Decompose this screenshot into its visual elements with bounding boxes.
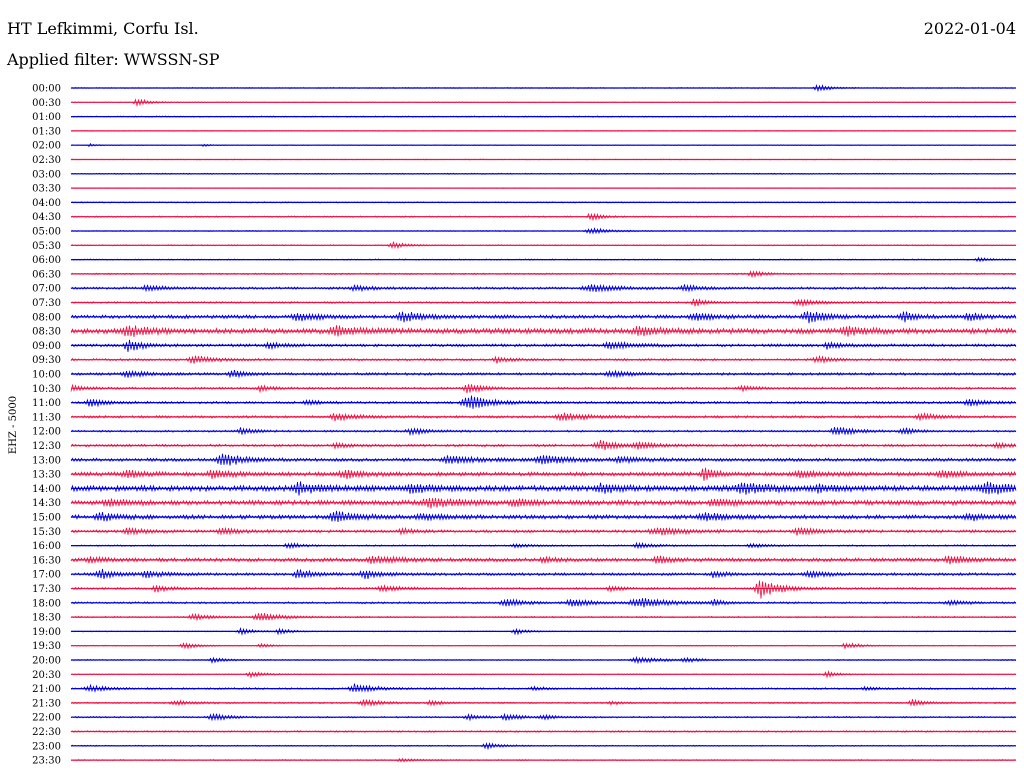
hour-labels: 00:00 00:30 01:00 01:30 02:00 02:30 03:00 03:30… — [32, 84, 61, 767]
hour-label: 12:00 — [32, 427, 61, 438]
hour-label: 03:30 — [32, 184, 61, 195]
trace-1400 — [70, 481, 1017, 496]
hour-label: 23:00 — [32, 741, 61, 752]
hour-label: 20:30 — [32, 670, 61, 681]
station-title: HT Lefkimmi, Corfu Isl. — [7, 19, 199, 38]
hour-label: 06:30 — [32, 269, 61, 280]
hour-label: 13:30 — [32, 470, 61, 481]
hour-label: 21:00 — [32, 684, 61, 695]
trace-0900 — [70, 339, 1017, 352]
trace-1500 — [70, 510, 1017, 522]
channel-label: EHZ - 5000 — [8, 396, 19, 454]
hour-label: 11:30 — [32, 412, 61, 423]
hour-label: 08:00 — [32, 312, 61, 323]
hour-label: 10:00 — [32, 370, 61, 381]
hour-label: 19:00 — [32, 627, 61, 638]
hour-label: 05:00 — [32, 227, 61, 238]
hour-label: 00:30 — [32, 98, 61, 109]
hour-label: 06:00 — [32, 255, 61, 266]
hour-label: 21:30 — [32, 698, 61, 709]
hour-label: 02:30 — [32, 155, 61, 166]
hour-label: 00:00 — [32, 84, 61, 95]
hour-label: 17:00 — [32, 570, 61, 581]
hour-label: 22:30 — [32, 727, 61, 738]
trace-2130 — [70, 698, 1017, 708]
hour-label: 18:00 — [32, 598, 61, 609]
date-label: 2022-01-04 — [923, 19, 1016, 38]
hour-label: 11:00 — [32, 398, 61, 409]
hour-label: 07:00 — [32, 284, 61, 295]
hour-label: 09:00 — [32, 341, 61, 352]
trace-1700 — [70, 568, 1017, 580]
hour-label: 23:30 — [32, 756, 61, 767]
hour-label: 18:30 — [32, 613, 61, 624]
seismic-traces — [70, 83, 1017, 763]
hour-label: 02:00 — [32, 141, 61, 152]
hour-label: 16:30 — [32, 555, 61, 566]
hour-label: 01:30 — [32, 126, 61, 137]
hour-label: 08:30 — [32, 327, 61, 338]
hour-label: 14:00 — [32, 484, 61, 495]
hour-label: 16:00 — [32, 541, 61, 552]
hour-label: 09:30 — [32, 355, 61, 366]
hour-label: 05:30 — [32, 241, 61, 252]
hour-label: 03:00 — [32, 169, 61, 180]
hour-label: 15:30 — [32, 527, 61, 538]
hour-label: 14:30 — [32, 498, 61, 509]
trace-1730 — [70, 580, 1017, 599]
trace-2200 — [70, 712, 1017, 722]
hour-label: 13:00 — [32, 455, 61, 466]
hour-label: 04:00 — [32, 198, 61, 209]
trace-1130 — [70, 412, 1017, 422]
hour-label: 15:00 — [32, 513, 61, 524]
hour-label: 20:00 — [32, 656, 61, 667]
trace-1430 — [70, 497, 1017, 509]
hour-label: 17:30 — [32, 584, 61, 595]
hour-label: 01:00 — [32, 112, 61, 123]
trace-1330 — [70, 467, 1017, 481]
hour-label: 07:30 — [32, 298, 61, 309]
hour-label: 04:30 — [32, 212, 61, 223]
hour-label: 19:30 — [32, 641, 61, 652]
filter-label: Applied filter: WWSSN-SP — [7, 50, 220, 69]
hour-label: 10:30 — [32, 384, 61, 395]
hour-label: 12:30 — [32, 441, 61, 452]
trace-1100 — [70, 395, 1017, 409]
hour-label: 22:00 — [32, 713, 61, 724]
trace-0830 — [70, 325, 1017, 338]
trace-1630 — [70, 555, 1017, 565]
trace-0800 — [70, 311, 1017, 324]
trace-1300 — [70, 453, 1017, 466]
trace-2100 — [70, 683, 1017, 693]
trace-1530 — [70, 526, 1017, 537]
